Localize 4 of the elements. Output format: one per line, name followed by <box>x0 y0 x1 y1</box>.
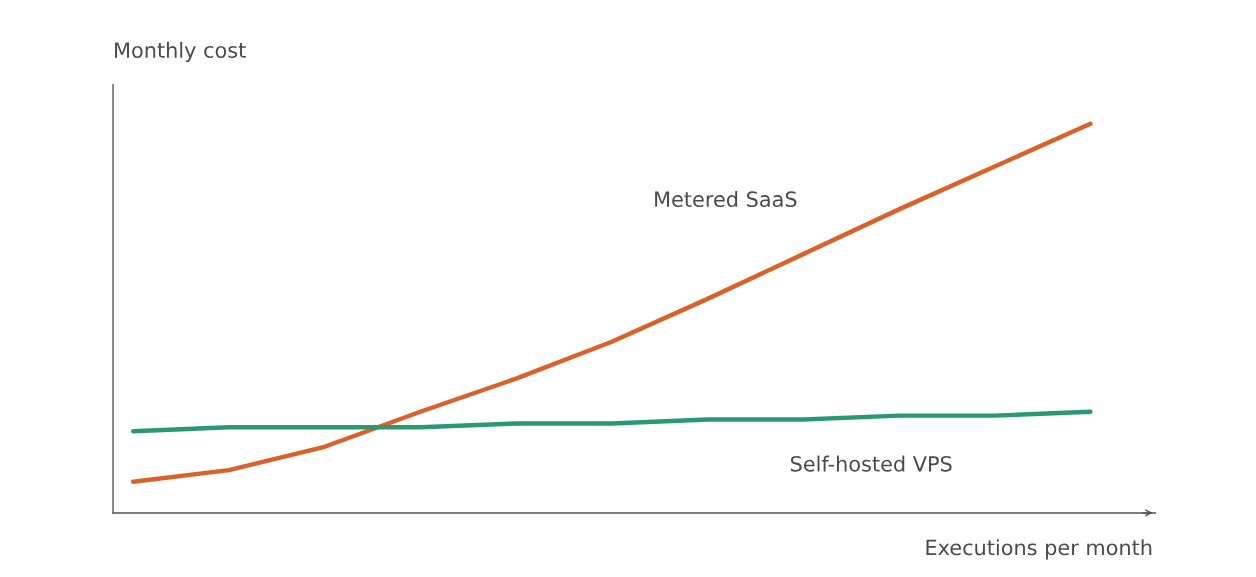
series-label: Self-hosted VPS <box>790 455 952 472</box>
text: Metered SaaS <box>655 190 797 208</box>
x-axis-title: Executions per month <box>926 539 1152 560</box>
y-axis-title: Monthly cost <box>115 41 246 63</box>
